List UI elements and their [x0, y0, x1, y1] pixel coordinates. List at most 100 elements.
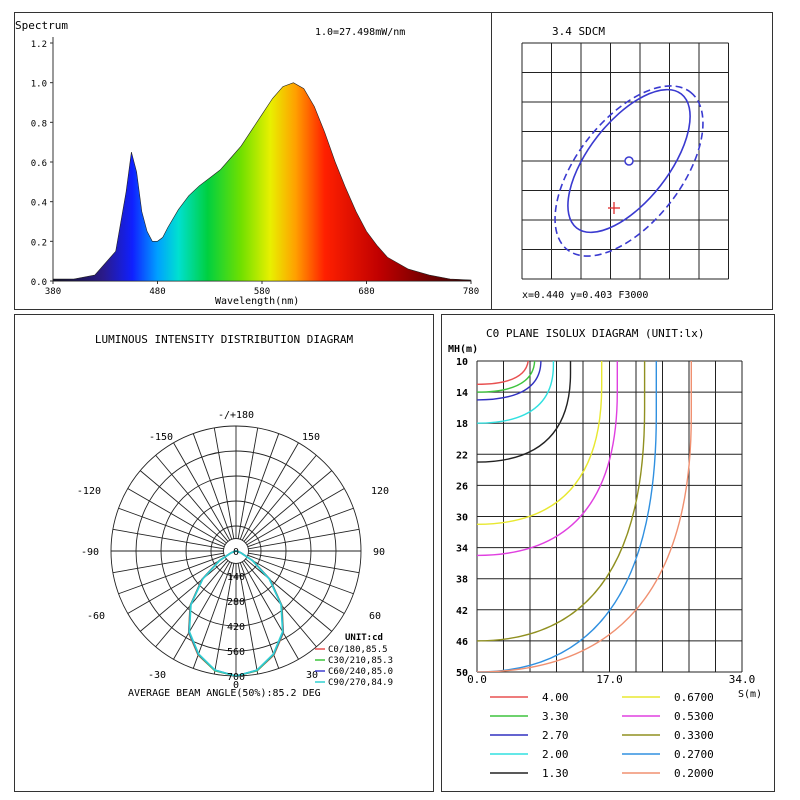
sdcm-coords: x=0.440 y=0.403 F3000: [522, 290, 648, 301]
isolux-x-tick-label: 17.0: [596, 673, 623, 686]
polar-spoke: [127, 488, 226, 546]
sdcm-outer-ellipse: [554, 85, 704, 257]
isolux-y-tick-label: 38: [456, 575, 468, 586]
polar-legend-label: C90/270,84.9: [328, 678, 393, 688]
polar-spoke: [139, 470, 227, 544]
isolux-contour: [477, 361, 657, 672]
isolux-contour: [477, 361, 555, 424]
isolux-x-tick-label: 0.0: [467, 673, 487, 686]
polar-spoke: [248, 528, 360, 550]
sdcm-measured-point: [608, 202, 620, 214]
isolux-contour: [477, 361, 618, 557]
polar-spoke: [155, 454, 229, 542]
isolux-contour: [477, 361, 536, 393]
spectrum-xlabel: Wavelength(nm): [215, 296, 299, 307]
isolux-y-tick-label: 30: [456, 513, 468, 524]
polar-spoke: [247, 507, 354, 548]
spectrum-y-tick-label: 0.6: [31, 159, 47, 169]
polar-spoke: [245, 470, 333, 544]
polar-angle-label: -60: [87, 611, 105, 622]
polar-spoke: [139, 558, 227, 632]
polar-curve-c90-270: [188, 550, 284, 677]
polar-spoke: [239, 562, 280, 669]
isolux-contour: [477, 361, 529, 385]
isolux-y-tick-label: 22: [456, 450, 468, 461]
spectrum-y-tick-label: 0.2: [31, 238, 47, 248]
isolux-contour: [477, 361, 646, 642]
isolux-contour: [477, 361, 692, 672]
isolux-y-axis-title: MH(m): [448, 344, 478, 355]
spectrum-x-tick-label: 780: [463, 287, 479, 297]
polar-angle-label: 120: [371, 486, 389, 497]
spectrum-scale-note: 1.0=27.498mW/nm: [315, 27, 405, 38]
polar-spoke: [247, 554, 354, 595]
isolux-panel: C0 PLANE ISOLUX DIAGRAM (UNIT:lx) MH(m) …: [441, 314, 775, 792]
isolux-x-tick-label: 34.0: [729, 673, 756, 686]
isolux-contour: [477, 361, 572, 463]
isolux-y-tick-label: 46: [456, 637, 468, 648]
spectrum-x-tick-label: 380: [45, 287, 61, 297]
sdcm-panel: 3.4 SDCM x=0.440 y=0.403 F3000: [490, 12, 773, 310]
polar-legend-label: C60/240,85.0: [328, 667, 393, 677]
isolux-legend-label: 0.3300: [674, 729, 714, 742]
polar-angle-label: -150: [149, 432, 173, 443]
polar-spoke: [118, 507, 225, 548]
polar-beam-angle: AVERAGE BEAM ANGLE(50%):85.2 DEG: [128, 688, 321, 699]
polar-spoke: [246, 556, 345, 614]
polar-center-label: 0: [233, 547, 239, 558]
isolux-y-tick-label: 50: [456, 668, 468, 679]
isolux-legend-label: 4.00: [542, 691, 569, 704]
polar-angle-label: -120: [77, 486, 101, 497]
sdcm-ellipses: [554, 85, 704, 257]
polar-spoke: [239, 433, 280, 540]
polar-angle-label: -90: [81, 547, 99, 558]
spectrum-y-tick-label: 0.4: [31, 199, 47, 209]
spectrum-title: Spectrum: [15, 19, 68, 32]
sdcm-inner-ellipse: [567, 88, 691, 234]
spectrum-area: [52, 82, 472, 282]
isolux-legend-label: 2.70: [542, 729, 569, 742]
polar-legend-label: C30/210,85.3: [328, 656, 393, 666]
isolux-y-tick-label: 14: [456, 388, 468, 399]
polar-angle-label: 30: [306, 670, 318, 681]
polar-spoke: [173, 561, 231, 660]
spectrum-y-tick-label: 0.0: [31, 278, 47, 288]
isolux-y-tick-label: 10: [456, 357, 468, 368]
polar-angle-label: 90: [373, 547, 385, 558]
isolux-chart: C0 PLANE ISOLUX DIAGRAM (UNIT:lx) MH(m) …: [448, 327, 762, 780]
polar-spoke: [213, 427, 235, 539]
polar-legend-label: C0/180,85.5: [328, 645, 388, 655]
isolux-contour: [477, 361, 542, 401]
polar-spoke: [118, 554, 225, 595]
polar-radial-label: 280: [227, 597, 245, 608]
polar-angle-label: 150: [302, 432, 320, 443]
sdcm-center-point: [624, 156, 634, 166]
spectrum-y-tick-label: 1.2: [31, 40, 47, 50]
isolux-legend-label: 0.2700: [674, 748, 714, 761]
polar-chart: LUMINOUS INTENSITY DISTRIBUTION DIAGRAM …: [77, 333, 393, 699]
spectrum-chart: Spectrum 1.0=27.498mW/nm 0.0 0.2 0.4 0.6 0.8…: [15, 19, 479, 307]
polar-spoke: [248, 552, 360, 574]
isolux-legend-label: 0.5300: [674, 710, 714, 723]
isolux-y-tick-label: 26: [456, 481, 468, 492]
polar-radial-label: 560: [227, 647, 245, 658]
polar-angle-label: -30: [148, 670, 166, 681]
sdcm-title: 3.4 SDCM: [552, 25, 605, 38]
polar-radial-label: 420: [227, 622, 245, 633]
isolux-y-tick-label: 34: [456, 544, 468, 555]
spectrum-x-tick-label: 580: [254, 287, 270, 297]
isolux-legend-label: 0.6700: [674, 691, 714, 704]
sdcm-chart: 3.4 SDCM x=0.440 y=0.403 F3000: [521, 25, 729, 301]
polar-panel: LUMINOUS INTENSITY DISTRIBUTION DIAGRAM …: [14, 314, 434, 792]
polar-angle-label: -/+180: [218, 410, 254, 421]
spectrum-panel: Spectrum 1.0=27.498mW/nm 0.0 0.2 0.4 0.6 0.8…: [14, 12, 492, 310]
polar-unit: UNIT:cd: [345, 633, 383, 643]
spectrum-y-tick-label: 0.8: [31, 119, 47, 129]
isolux-x-axis-title: S(m): [738, 689, 762, 700]
isolux-legend-label: 2.00: [542, 748, 569, 761]
polar-spoke: [192, 562, 233, 669]
isolux-y-tick-label: 42: [456, 606, 468, 617]
polar-spoke: [192, 433, 233, 540]
polar-spoke: [246, 488, 345, 546]
polar-spoke: [213, 563, 235, 675]
